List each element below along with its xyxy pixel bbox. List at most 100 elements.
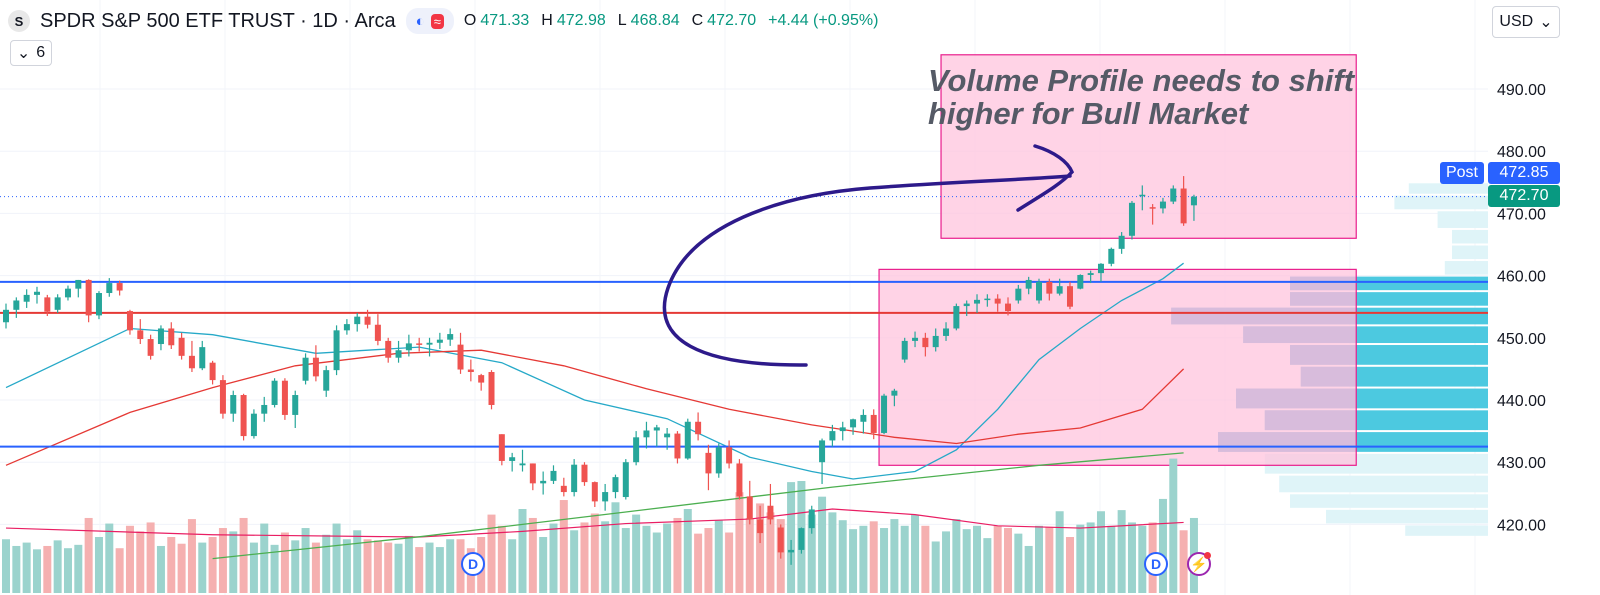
candle-body — [116, 283, 123, 291]
moving-average-slow — [212, 452, 1184, 560]
volume-bar — [590, 513, 599, 593]
volume-bar — [136, 531, 145, 593]
candle — [147, 334, 154, 360]
volume-bar — [373, 540, 382, 593]
candle-body — [1097, 263, 1104, 274]
price-tick-label: 450.00 — [1497, 331, 1546, 348]
candle — [705, 444, 712, 491]
volume-profile-row — [1326, 509, 1488, 524]
candle-body — [1190, 196, 1197, 206]
candle — [230, 390, 237, 422]
candle — [240, 393, 247, 441]
candle-body — [839, 427, 846, 432]
indicators-count: 6 — [36, 44, 46, 61]
volume-bar — [84, 517, 93, 593]
volume-profile-row — [1452, 245, 1488, 260]
candle — [488, 370, 495, 410]
dividend-marker[interactable]: D — [1144, 552, 1168, 576]
candle — [405, 334, 412, 357]
candle — [281, 378, 288, 420]
candle-body — [1149, 207, 1156, 209]
candle — [695, 412, 702, 441]
candle-body — [292, 395, 299, 415]
candle — [891, 388, 898, 407]
candle-body — [498, 434, 505, 461]
volume-bar — [807, 514, 816, 593]
volume-bar — [342, 539, 351, 593]
volume-bar — [890, 519, 899, 593]
candle — [137, 319, 144, 345]
volume-bar — [601, 521, 610, 593]
ohlc-values: O 471.33 H 472.98 L 468.84 C 472.70 +4.44 (+… — [464, 12, 879, 30]
candle-body — [819, 440, 826, 463]
candle-body — [75, 279, 82, 289]
volume-bar — [756, 503, 765, 593]
volume-bar — [849, 529, 858, 593]
candle-body — [891, 390, 898, 396]
candle — [395, 340, 402, 363]
annotation-text[interactable]: Volume Profile needs to shift higher for… — [928, 63, 1355, 131]
zones — [878, 54, 1357, 466]
candle-body — [653, 427, 660, 431]
symbol-title[interactable]: SPDR S&P 500 ETF TRUST · 1D · Arca — [40, 9, 396, 32]
volume-bar — [487, 514, 496, 593]
chevron-down-icon: ⌄ — [16, 45, 31, 62]
volume-bar — [580, 522, 589, 593]
drawn-arrow — [662, 144, 1075, 367]
candle-body — [240, 395, 247, 437]
candle-body — [767, 505, 774, 520]
indicators-toggle-button[interactable]: ⌄ 6 — [10, 40, 52, 66]
candle — [839, 421, 846, 441]
volume-bar — [973, 525, 982, 593]
candle — [788, 539, 795, 565]
candle-body — [1036, 281, 1042, 301]
candle-body — [953, 306, 960, 329]
candle-body — [1180, 188, 1187, 224]
candle — [1005, 297, 1012, 316]
candle — [54, 294, 61, 313]
candle-body — [354, 316, 361, 325]
volume-bar — [1014, 533, 1023, 593]
symbol-logo[interactable]: S — [8, 10, 30, 32]
session-toggle[interactable]: ◐ ≈ — [405, 8, 454, 34]
candle-body — [126, 311, 133, 331]
candle — [467, 359, 474, 382]
lightning-icon[interactable]: ⚡ — [1187, 552, 1211, 576]
volume-bar — [218, 528, 227, 593]
candle — [1025, 276, 1032, 295]
candle-body — [674, 433, 681, 459]
chevron-down-icon: ⌄ — [1539, 14, 1553, 31]
candle — [612, 474, 619, 499]
candle — [509, 452, 516, 472]
volume-profile-row — [1279, 475, 1488, 493]
candle-body — [581, 464, 588, 483]
volume-bar — [177, 543, 186, 593]
candle — [974, 294, 981, 313]
volume-bar — [1035, 525, 1043, 593]
dividend-marker[interactable]: D — [461, 552, 485, 576]
candle-body — [571, 464, 578, 493]
candle — [746, 480, 753, 525]
candle — [1118, 232, 1125, 254]
candle-body — [436, 339, 443, 343]
volume-bar — [962, 529, 971, 593]
volume-bar — [384, 542, 393, 593]
candle — [292, 390, 299, 428]
candle-body — [1118, 235, 1125, 249]
price-tick-label: 490.00 — [1497, 82, 1546, 99]
volume-bar — [270, 544, 279, 593]
candle — [302, 353, 309, 385]
candle — [374, 314, 381, 346]
candle-body — [1108, 248, 1115, 264]
volume-profile-row — [1452, 229, 1488, 244]
currency-selector[interactable]: USD ⌄ — [1492, 6, 1560, 38]
last-price-tag: 472.70 — [1488, 185, 1560, 207]
candle — [1108, 247, 1115, 267]
candle-body — [705, 452, 712, 474]
volume-bar — [859, 525, 868, 593]
volume-bar — [12, 545, 21, 593]
candle-body — [178, 337, 185, 356]
volume-bar — [1127, 522, 1136, 593]
candle — [126, 309, 133, 335]
